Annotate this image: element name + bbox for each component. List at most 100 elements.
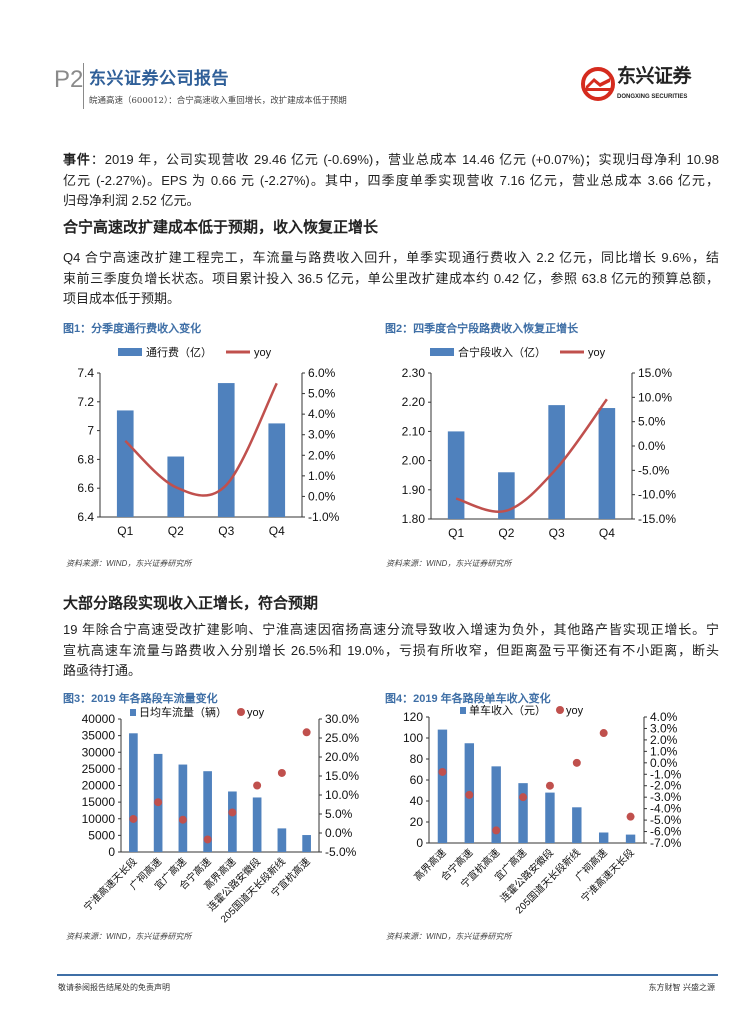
- y-tick-label: 6.6: [77, 481, 94, 495]
- paragraph-line: 19 年除合宁高速受改扩建影响、宁淮高速因宿扬高速分流导致收入增速为负外，其他路…: [63, 622, 719, 637]
- y2-tick-label: -10.0%: [638, 488, 676, 502]
- y2-tick-label: -1.0%: [650, 767, 682, 781]
- paragraph-line: 项目成本低于预期。: [63, 291, 181, 306]
- event-line: 归母净利润 2.52 亿元。: [63, 193, 200, 208]
- yoy-line: [124, 382, 278, 497]
- bar: [437, 729, 448, 843]
- section1-paragraph: Q4 合宁高速改扩建工程完工，车流量与路费收入回升，单季实现通行费收入 2.2 …: [63, 248, 719, 310]
- bar: [518, 783, 528, 843]
- y2-tick-label: -6.0%: [650, 825, 682, 839]
- y2-tick-label: 3.0%: [308, 428, 336, 442]
- legend-point-swatch: [237, 708, 245, 716]
- x-tick-label: Q2: [498, 526, 514, 540]
- bar: [129, 733, 138, 852]
- yoy-point: [253, 781, 262, 790]
- paragraph-line: 束前三季度负增长状态。项目累计投入 36.5 亿元，单公里改扩建成本约 0.42…: [63, 270, 719, 286]
- header-divider: [83, 63, 84, 109]
- legend-bar-swatch: [118, 348, 142, 356]
- yoy-point: [178, 815, 187, 824]
- y2-tick-label: 1.0%: [308, 469, 336, 483]
- bar: [228, 791, 237, 852]
- x-tick-label: Q3: [549, 526, 565, 540]
- legend-point-swatch: [556, 706, 564, 714]
- y-tick-label: 60: [410, 773, 424, 787]
- figure-1-title: 图1：分季度通行费收入变化: [63, 323, 202, 335]
- bar: [598, 408, 616, 519]
- y-tick-label: 7.2: [77, 395, 94, 409]
- x-tick-label: Q2: [168, 524, 184, 538]
- yoy-point: [465, 790, 474, 799]
- y-tick-label: 40: [410, 794, 424, 808]
- y2-tick-label: 10.0%: [638, 390, 672, 404]
- yoy-point: [277, 768, 286, 777]
- y2-tick-label: 4.0%: [650, 710, 678, 724]
- x-tick-label: Q4: [269, 524, 285, 538]
- y2-tick-label: -15.0%: [638, 512, 676, 526]
- y2-tick-label: 0.0%: [308, 489, 336, 503]
- y-tick-label: 30000: [82, 745, 116, 759]
- legend-line-label: yoy: [588, 347, 606, 359]
- bar: [252, 797, 262, 852]
- yoy-point: [492, 826, 501, 835]
- legend-bar-label: 日均车流量（辆）: [139, 705, 227, 719]
- yoy-point: [203, 835, 212, 844]
- source-note: 资料来源：WIND，东兴证券研究所: [386, 559, 512, 568]
- y-tick-label: 40000: [82, 712, 116, 726]
- y2-tick-label: 4.0%: [308, 407, 336, 421]
- event-line: 亿元 (-2.27%)。EPS 为 0.66 元 (-2.27%)。其中，四季度…: [63, 172, 719, 188]
- y-tick-label: 20000: [82, 779, 116, 793]
- y-tick-label: 15000: [82, 795, 116, 809]
- y2-tick-label: 15.0%: [325, 769, 359, 783]
- legend-bar-label: 单车收入（元）: [469, 705, 546, 717]
- yoy-line: [455, 398, 608, 513]
- yoy-point: [302, 728, 311, 737]
- y2-tick-label: -5.0%: [650, 813, 682, 827]
- paragraph-line: 路亟待打通。: [63, 663, 142, 678]
- bar: [598, 832, 609, 843]
- y2-tick-label: 25.0%: [325, 731, 359, 745]
- y2-tick-label: -1.0%: [308, 510, 340, 524]
- x-tick-label: Q4: [599, 526, 615, 540]
- legend-point-label: yoy: [247, 707, 265, 719]
- page-number: P2: [54, 66, 84, 93]
- y-tick-label: 7.4: [77, 366, 94, 380]
- y2-tick-label: 6.0%: [308, 366, 336, 380]
- legend-bar-swatch: [460, 707, 466, 714]
- y2-tick-label: 15.0%: [638, 366, 672, 380]
- bar: [491, 766, 501, 843]
- yoy-point: [519, 793, 528, 802]
- source-note: 资料来源：WIND，东兴证券研究所: [66, 932, 192, 941]
- figure-4-chart: 0 20 40 60 80 100 120 -7.0%-6.0%-5.0%-4.0%-3.0%…: [403, 705, 682, 916]
- y-tick-label: 7: [87, 424, 94, 438]
- legend-line-label: yoy: [254, 347, 272, 359]
- legend-bar-label: 合宁段收入（亿）: [458, 345, 546, 359]
- y2-tick-label: -3.0%: [650, 790, 682, 804]
- y2-tick-label: 20.0%: [325, 750, 359, 764]
- y2-tick-label: 5.0%: [308, 387, 336, 401]
- logo-text: 东兴证券: [617, 66, 692, 87]
- y-tick-label: 1.80: [402, 512, 426, 526]
- y-tick-label: 35000: [82, 729, 116, 743]
- y2-tick-label: 2.0%: [308, 448, 336, 462]
- y-tick-label: 2.20: [402, 395, 426, 409]
- source-note: 资料来源：WIND，东兴证券研究所: [66, 559, 192, 568]
- y-tick-label: 6.4: [77, 510, 94, 524]
- figure-3-chart: 0 5000 10000 15000 20000 25000 30000 35000 40000…: [81, 705, 360, 925]
- y-tick-label: 1.90: [402, 483, 426, 497]
- yoy-point: [129, 814, 138, 823]
- yoy-point: [438, 767, 447, 776]
- y2-tick-label: 5.0%: [638, 415, 666, 429]
- bar: [548, 405, 565, 519]
- figure-2-chart: 1.80 1.90 2.00 2.10 2.20 2.30 -15.0% -10.0% -5.0…: [402, 345, 677, 540]
- yoy-point: [228, 808, 237, 817]
- y2-tick-label: 2.0%: [650, 733, 678, 747]
- legend-point-label: yoy: [566, 705, 584, 717]
- y-tick-label: 20: [410, 815, 424, 829]
- event-paragraph: 事件：2019 年，公司实现营收 29.46 亿元 (-0.69%)，营业总成本…: [63, 150, 719, 212]
- yoy-point: [545, 781, 554, 790]
- y2-tick-label: 3.0%: [650, 721, 678, 735]
- bar: [498, 472, 515, 519]
- x-tick-label: Q1: [448, 526, 464, 540]
- legend-bar-label: 通行费（亿）: [146, 346, 212, 359]
- bar: [545, 792, 555, 843]
